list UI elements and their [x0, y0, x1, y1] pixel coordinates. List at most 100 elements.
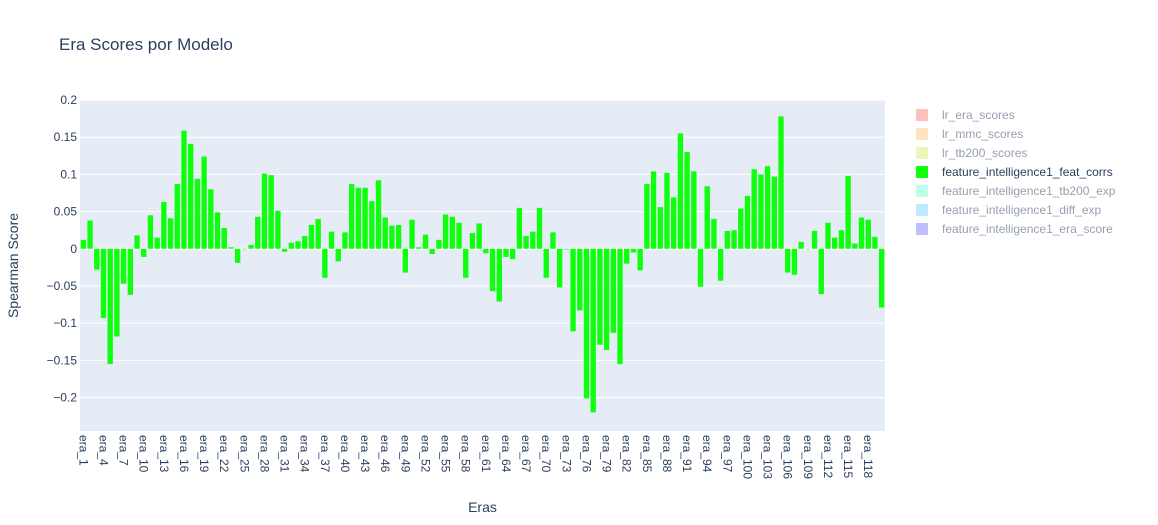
bar [785, 248, 791, 273]
legend-item[interactable]: feature_intelligence1_feat_corrs [916, 165, 1113, 179]
x-tick-label: era_28 [257, 435, 271, 473]
bar [811, 230, 818, 249]
bar [731, 230, 737, 249]
legend-item[interactable]: feature_intelligence1_diff_exp [916, 203, 1102, 217]
bar [174, 184, 180, 249]
bar [563, 248, 570, 250]
bar [228, 247, 234, 249]
bar [556, 248, 563, 288]
y-tick-label: 0.1 [60, 167, 77, 181]
legend-item[interactable]: feature_intelligence1_tb200_exp [916, 184, 1116, 198]
x-tick-label: era_43 [358, 435, 372, 473]
x-tick-label: era_79 [600, 435, 614, 473]
x-axis-title: Eras [468, 499, 497, 515]
x-tick-label: era_4 [96, 435, 110, 466]
legend-item[interactable]: lr_mmc_scores [916, 127, 1023, 141]
x-tick-label: era_70 [539, 435, 553, 473]
bar [234, 248, 241, 263]
bar [154, 237, 160, 249]
bar [818, 248, 824, 295]
x-tick-label: era_73 [559, 435, 573, 473]
legend-label: feature_intelligence1_era_score [942, 222, 1113, 236]
x-tick-label: era_10 [137, 435, 151, 473]
bar [476, 223, 482, 249]
y-tick-label: −0.2 [53, 391, 77, 405]
bar [114, 248, 120, 337]
bar [630, 248, 637, 253]
bar [570, 248, 576, 332]
x-tick-label: era_22 [217, 435, 231, 473]
bar [523, 236, 529, 249]
bar [872, 236, 878, 249]
bar [677, 133, 684, 249]
bar [375, 180, 382, 249]
legend-swatch [916, 166, 928, 178]
bar [644, 184, 650, 249]
legend-item[interactable]: lr_tb200_scores [916, 146, 1027, 160]
x-tick-label: era_46 [378, 435, 392, 473]
x-axis-ticks: era_1 era_4 era_7 era_10 era_13 era_16 era_19 e… [76, 435, 875, 479]
bar [389, 225, 395, 249]
bar [141, 248, 147, 257]
bar [161, 201, 167, 249]
legend-swatch [916, 204, 928, 216]
legend-swatch [916, 109, 928, 121]
bar [395, 224, 402, 249]
legend-item[interactable]: feature_intelligence1_era_score [916, 222, 1113, 236]
x-tick-label: era_19 [197, 435, 211, 473]
x-tick-label: era_49 [398, 435, 412, 473]
bar [878, 248, 885, 308]
bar [590, 248, 596, 413]
bar [127, 248, 133, 295]
bar [469, 233, 476, 249]
gridlines [80, 99, 885, 399]
bar [691, 171, 697, 249]
x-tick-label: era_97 [720, 435, 734, 473]
x-tick-label: era_88 [660, 435, 674, 473]
bar [120, 248, 127, 284]
bar [449, 216, 455, 249]
bar [577, 248, 583, 311]
legend-label: feature_intelligence1_feat_corrs [942, 165, 1113, 179]
bar [295, 241, 301, 249]
x-tick-label: era_76 [579, 435, 593, 473]
x-tick-label: era_118 [861, 435, 875, 478]
bar [704, 186, 710, 249]
bar [597, 248, 603, 345]
x-tick-label: era_103 [761, 435, 775, 479]
x-tick-label: era_34 [298, 435, 312, 473]
x-tick-label: era_91 [680, 435, 694, 473]
x-tick-label: era_52 [418, 435, 432, 473]
bar [355, 187, 362, 249]
bar [583, 248, 590, 399]
bar [543, 248, 549, 278]
bar [825, 222, 831, 249]
x-tick-label: era_109 [801, 435, 815, 479]
bar [751, 169, 757, 249]
bar [456, 222, 462, 249]
y-tick-label: 0 [70, 242, 77, 256]
bar [463, 248, 469, 278]
bar [248, 245, 254, 249]
legend-label: lr_tb200_scores [942, 146, 1027, 160]
y-tick-label: −0.1 [53, 316, 77, 330]
bar [778, 116, 784, 249]
bar [650, 171, 657, 249]
bar [664, 172, 670, 249]
bar [805, 248, 811, 250]
legend-swatch [916, 128, 928, 140]
bar [409, 219, 415, 249]
legend-label: feature_intelligence1_diff_exp [942, 203, 1102, 217]
legend-item[interactable]: lr_era_scores [916, 108, 1015, 122]
bar [275, 210, 281, 249]
bar [402, 248, 409, 273]
bar [167, 218, 174, 249]
x-tick-label: era_55 [439, 435, 453, 473]
bar [382, 217, 388, 249]
y-tick-label: 0.15 [54, 130, 78, 144]
bar [322, 248, 328, 278]
bar [832, 237, 838, 249]
y-tick-label: 0.2 [60, 93, 77, 107]
bar [697, 248, 704, 287]
